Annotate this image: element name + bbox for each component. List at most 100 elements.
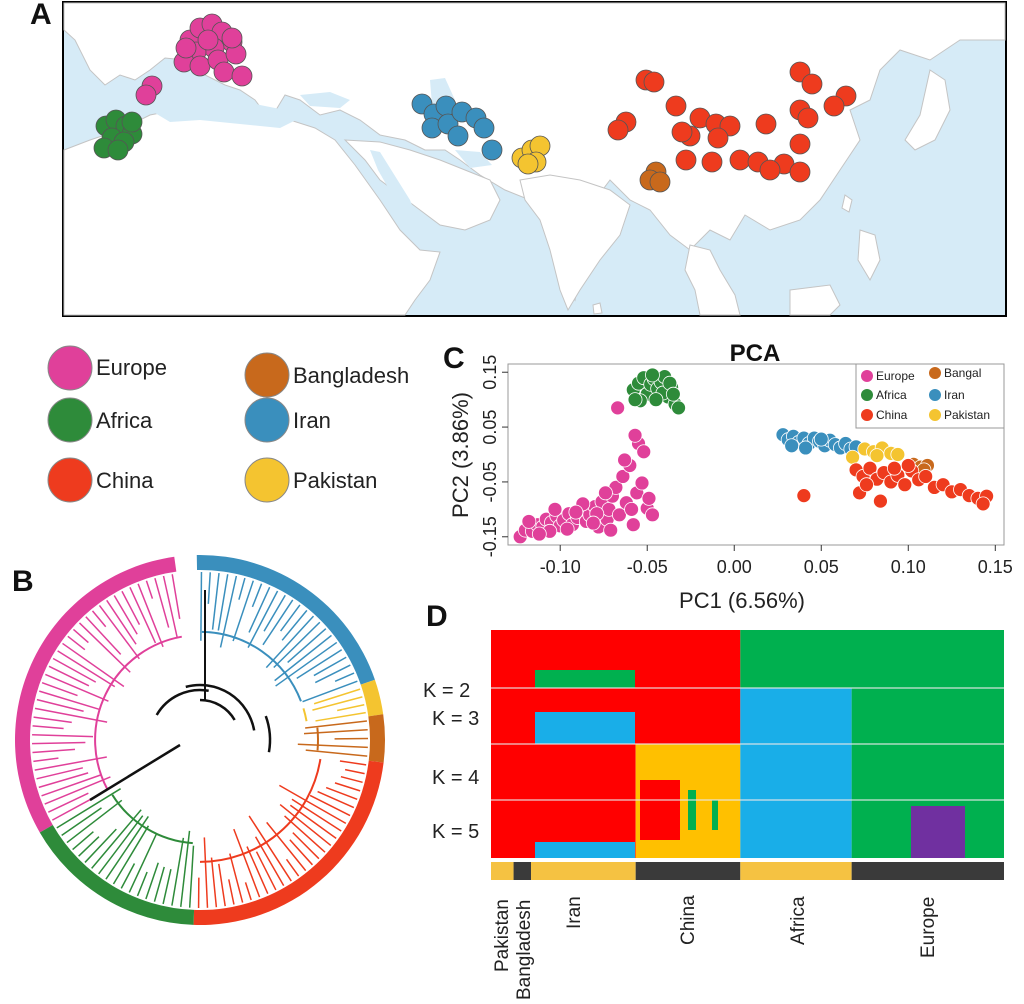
population-bar-pakistan [491, 862, 514, 880]
tree-branch-china [289, 839, 314, 866]
map-sample-dot [121, 111, 143, 133]
admixture-plot [491, 630, 1004, 858]
tree-branch-china [344, 768, 365, 775]
tree-branch-europe [121, 590, 141, 625]
map-sample-dot [675, 149, 697, 171]
tree-branch-europe [47, 792, 89, 813]
admix-k4-green [851, 744, 1004, 800]
tree-branch-china [218, 863, 226, 907]
pca-point-iran [813, 431, 829, 447]
tree-branch-africa [112, 825, 150, 885]
legend-marker-europe [47, 345, 93, 391]
admix-k4-red [491, 744, 636, 800]
pca-point-europe [611, 507, 627, 523]
tree-branch-europe [32, 748, 76, 754]
pca-legend-marker-africa [861, 389, 873, 401]
pop-label-iran: Iran [564, 896, 585, 929]
pca-point-africa [645, 367, 660, 383]
pca-point-europe [625, 517, 641, 533]
tree-branch-china [266, 821, 307, 872]
population-bar [491, 862, 1004, 880]
k-label-3: K = 3 [432, 708, 479, 730]
circular-tree [14, 555, 386, 926]
pca-point-china [862, 460, 878, 476]
tree-branch-europe [48, 665, 90, 687]
tree-branch-iran [251, 583, 263, 608]
pca-legend-label-africa: Africa [876, 388, 907, 402]
pca-point-china [859, 477, 874, 493]
pca-legend-label-china: China [876, 408, 908, 422]
tree-branch-china [289, 804, 337, 839]
pca-point-iran [784, 438, 800, 454]
population-labels: Pakistan Bangladesh Iran China Africa Eu… [492, 895, 939, 1000]
tree-branch-bangladesh [305, 720, 368, 729]
pca-axes: -0.10 -0.05 0.00 0.05 0.10 0.15 -0.15 -0.05 0.05… [480, 355, 1013, 577]
pca-point-europe [585, 515, 601, 531]
map-sample-dot [189, 55, 211, 77]
map-sample-dot [213, 61, 235, 83]
admix-k5-purple [911, 806, 965, 858]
pca-point-europe [617, 452, 633, 468]
pca-point-europe [645, 507, 660, 523]
map-sample-dot [221, 27, 243, 49]
pca-point-europe [610, 400, 626, 416]
panel-a-label: A [30, 0, 52, 31]
legend-label-iran: Iran [293, 408, 331, 433]
pop-label-bangladesh: Bangladesh [514, 900, 535, 1000]
tree-branch-africa [105, 816, 149, 880]
tree-branch-africa [188, 845, 195, 908]
tree-branch-iran [207, 572, 212, 604]
tree-backbone [155, 688, 209, 716]
tree-branch-iran [281, 609, 308, 641]
pca-legend-label-iran: Iran [944, 388, 965, 402]
tree-branch-iran [263, 594, 286, 632]
tree-ring-bangladesh [368, 714, 386, 763]
tree-branch-europe [32, 741, 86, 745]
legend-marker-africa [47, 397, 93, 443]
map-sample-dot [701, 151, 723, 173]
tree-branch-europe [38, 772, 89, 789]
map-sample-dot [175, 37, 197, 59]
tree-branch-iran [262, 599, 294, 646]
pca-legend: Europe Bangal Africa Iran China Pakistan [855, 363, 1005, 429]
map-sample-dot [473, 117, 495, 139]
tree-branch-iran [200, 571, 203, 641]
admix-k3-blue [740, 688, 852, 744]
admix-k5-blue-iran [535, 842, 635, 858]
tree-branch-europe [137, 583, 164, 648]
pca-point-europe [641, 490, 657, 506]
k-label-5: K = 5 [432, 821, 479, 843]
tree-branch-pakistan [312, 696, 363, 711]
tree-branch-europe [34, 707, 108, 723]
admix-k2-green-iran [535, 670, 635, 688]
tree-branch-china [325, 786, 358, 800]
tree-branch-china [292, 832, 320, 860]
tree-branch-africa [78, 836, 100, 857]
map-sample-dot [755, 113, 777, 135]
pca-y-tick-label: 0.05 [480, 410, 500, 445]
pca-point-china [975, 496, 991, 512]
pop-label-china: China [678, 895, 699, 945]
tree-branch-iran [219, 575, 238, 648]
tree-ring-china [193, 760, 384, 926]
tree-branch-china [210, 857, 218, 908]
panel-b-label: B [12, 565, 34, 598]
tree-branch-europe [36, 698, 84, 712]
admix-k4-blue [740, 744, 852, 800]
legend-label-pakistan: Pakistan [293, 468, 377, 493]
pca-point-europe [624, 501, 639, 517]
pca-point-europe [634, 475, 650, 491]
tree-branch-china [291, 798, 342, 832]
population-bar-africa [740, 862, 852, 880]
map-sample-dot [707, 127, 729, 149]
tree-branch-europe [67, 635, 86, 651]
pca-point-china [900, 458, 916, 473]
tree-clade-arc-africa [111, 794, 193, 845]
tree-branch-africa [84, 828, 117, 863]
tree-branch-africa [56, 788, 122, 829]
pca-x-tick-label: -0.10 [540, 557, 581, 577]
pca-title: PCA [730, 340, 781, 367]
tree-branch-europe [145, 580, 154, 599]
pca-point-china [918, 469, 934, 484]
